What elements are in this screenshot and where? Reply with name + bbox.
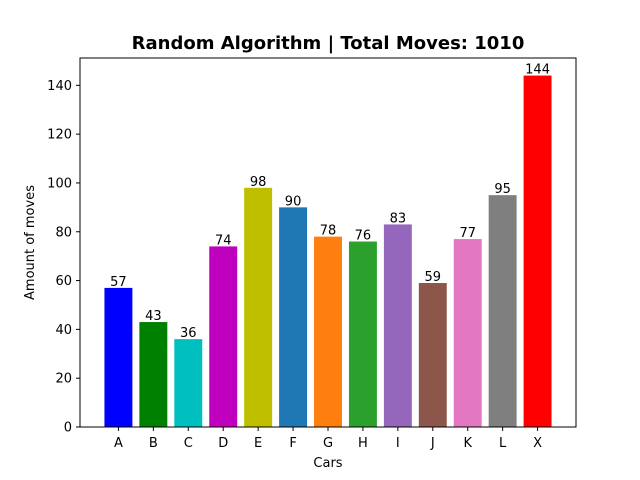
data-label-j: 59 (425, 270, 442, 285)
data-label-h: 76 (355, 229, 372, 244)
x-axis-label: Cars (313, 456, 342, 471)
x-tick-label: E (254, 436, 262, 451)
x-tick-label: I (396, 436, 400, 451)
x-tick-label: G (323, 436, 333, 451)
y-tick-label: 80 (55, 225, 72, 240)
bar-f (279, 207, 308, 427)
data-labels-group: 57 43 36 74 98 90 78 76 83 59 77 95 144 (110, 63, 550, 342)
y-tick-label: 140 (47, 79, 72, 94)
y-axis-ticks: 0 20 40 60 80 100 120 140 (47, 79, 80, 436)
x-tick-label: C (184, 436, 193, 451)
x-tick-label: H (358, 436, 368, 451)
bar-b (139, 322, 168, 427)
data-label-i: 83 (390, 211, 407, 226)
x-tick-label: D (218, 436, 228, 451)
bar-l (488, 195, 517, 427)
data-label-c: 36 (180, 326, 197, 341)
data-label-a: 57 (110, 275, 127, 290)
x-tick-label: X (533, 436, 542, 451)
bar-c (174, 339, 203, 427)
x-tick-label: L (499, 436, 507, 451)
bar-j (418, 283, 447, 427)
bar-a (104, 287, 133, 427)
bar-d (209, 246, 238, 427)
bars-group (104, 75, 552, 428)
y-tick-label: 100 (47, 176, 72, 191)
data-label-k: 77 (459, 226, 476, 241)
y-tick-label: 60 (55, 274, 72, 289)
plot-frame (79, 57, 577, 428)
bar-h (348, 241, 377, 427)
y-tick-label: 0 (64, 421, 72, 436)
x-tick-label: A (114, 436, 123, 451)
y-axis-label: Amount of moves (23, 185, 38, 300)
bar-e (244, 187, 273, 427)
bar-g (314, 236, 342, 427)
bar-x (523, 75, 552, 428)
y-tick-label: 120 (47, 128, 72, 143)
y-tick-label: 20 (55, 372, 72, 387)
data-label-f: 90 (285, 194, 302, 209)
data-label-g: 78 (320, 224, 337, 239)
x-tick-label: J (430, 436, 435, 451)
data-label-l: 95 (494, 182, 511, 197)
bar-i (383, 224, 412, 427)
data-label-b: 43 (145, 309, 162, 324)
x-tick-label: K (463, 436, 472, 451)
bar-k (453, 239, 482, 427)
data-label-x: 144 (525, 63, 550, 78)
x-tick-label: F (289, 436, 296, 451)
x-tick-label: B (149, 436, 158, 451)
data-label-e: 98 (250, 175, 267, 190)
data-label-d: 74 (215, 233, 232, 248)
y-tick-label: 40 (55, 323, 72, 338)
chart-title: Random Algorithm | Total Moves: 1010 (132, 33, 525, 54)
